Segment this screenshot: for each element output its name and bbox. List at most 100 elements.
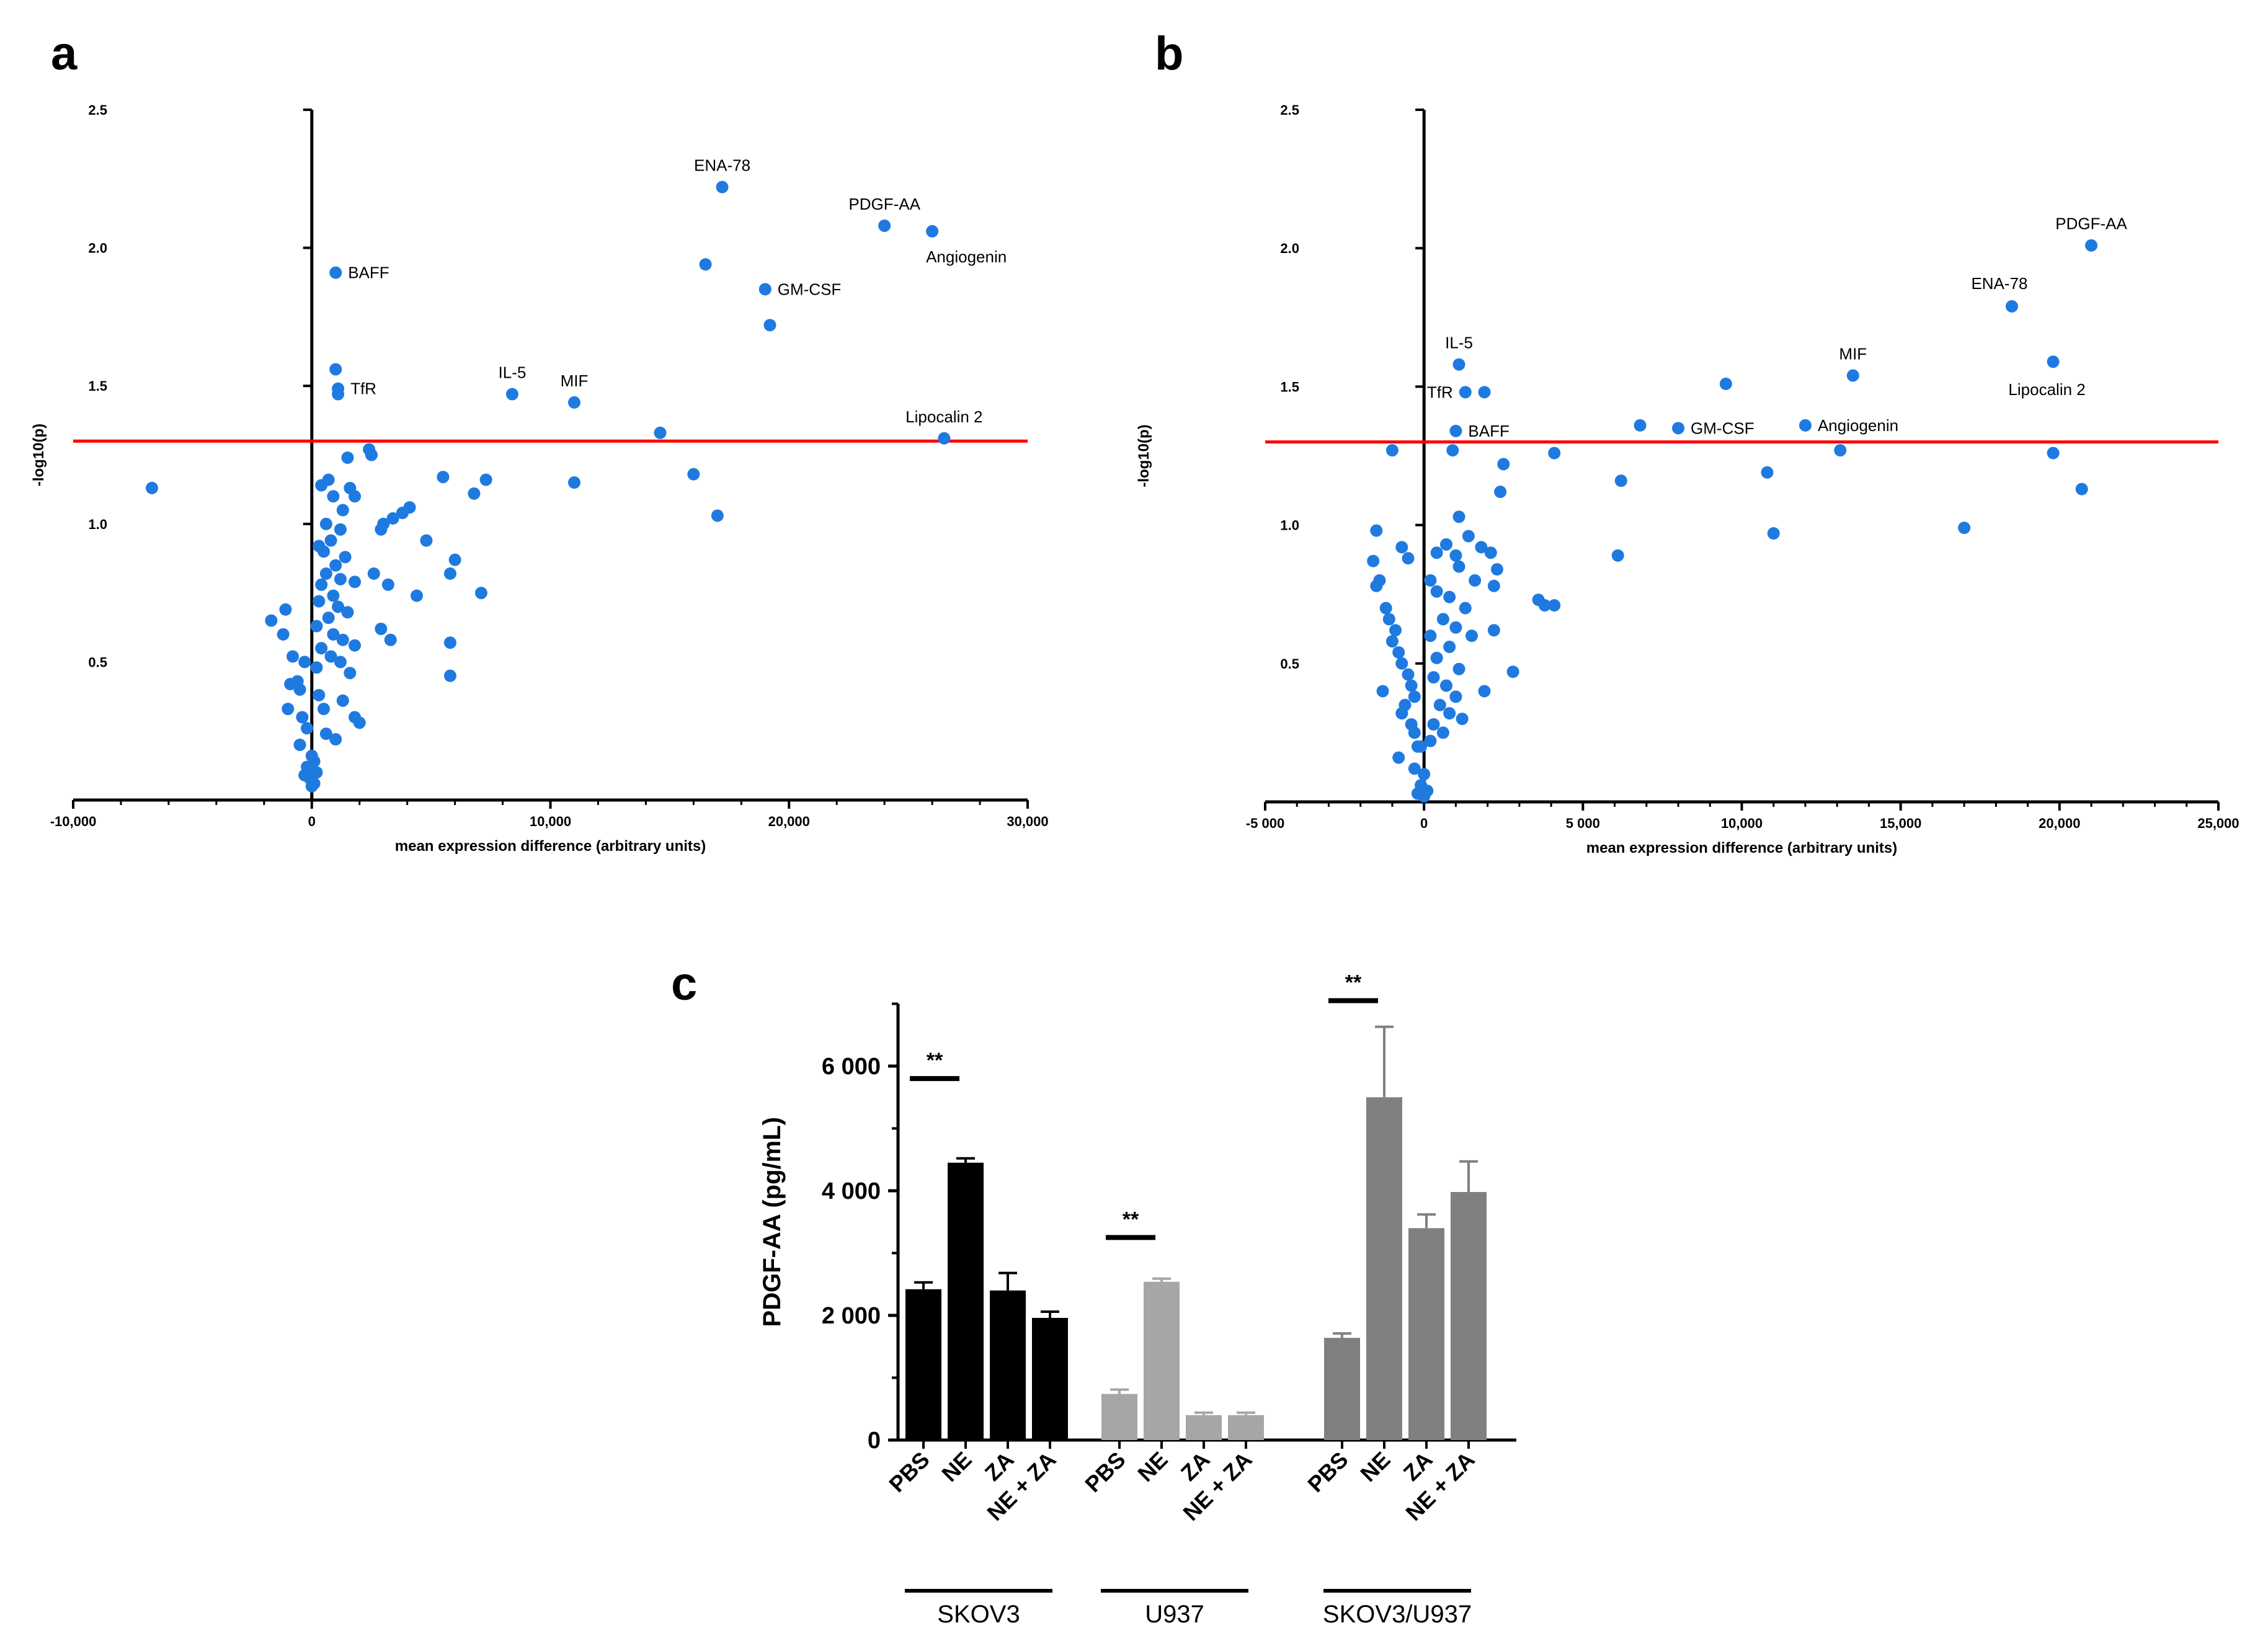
- data-point: [2047, 447, 2060, 460]
- data-point: [878, 219, 891, 232]
- data-point: [2005, 300, 2018, 313]
- data-point: [384, 633, 397, 646]
- data-point: [443, 636, 456, 649]
- data-point: [332, 388, 345, 401]
- data-point: [938, 432, 951, 445]
- point-label: MIF: [1839, 345, 1867, 363]
- x-tick-label: 0: [308, 814, 316, 829]
- data-point: [277, 628, 290, 641]
- group-label: SKOV3/U937: [1323, 1601, 1472, 1628]
- data-point: [301, 722, 314, 735]
- point-label: TfR: [1427, 383, 1453, 401]
- panel-letter: c: [671, 958, 697, 1010]
- data-point: [1424, 629, 1437, 643]
- data-point: [1427, 671, 1440, 684]
- data-point: [349, 639, 362, 652]
- y-tick-label: 1.0: [1280, 518, 1299, 533]
- data-point: [1449, 549, 1462, 562]
- data-point: [298, 768, 311, 781]
- data-point: [1672, 422, 1685, 435]
- point-label: Angiogenin: [926, 247, 1007, 266]
- data-point: [265, 614, 278, 627]
- data-point: [334, 523, 347, 536]
- point-label: GM-CSF: [778, 280, 842, 298]
- data-point: [293, 738, 306, 751]
- data-point: [322, 611, 335, 625]
- data-point: [1456, 713, 1469, 726]
- x-tick-label: -10,000: [50, 814, 97, 829]
- data-point: [1452, 510, 1465, 523]
- bar: [990, 1290, 1026, 1440]
- group-label: U937: [1145, 1601, 1204, 1628]
- y-tick-label: 6 000: [822, 1054, 881, 1080]
- data-point: [315, 578, 328, 591]
- data-point: [1395, 541, 1408, 554]
- data-point: [341, 606, 354, 619]
- data-point: [298, 656, 311, 669]
- data-point: [341, 451, 354, 464]
- data-point: [1761, 466, 1774, 479]
- data-point: [1424, 574, 1437, 587]
- data-point: [308, 777, 321, 790]
- data-point: [443, 669, 456, 682]
- data-point: [1487, 624, 1500, 637]
- data-point: [1367, 554, 1380, 567]
- bar: [1101, 1394, 1137, 1440]
- significance-label: **: [1123, 1207, 1139, 1231]
- data-point: [1443, 641, 1456, 654]
- data-point: [1469, 574, 1482, 587]
- data-point: [349, 490, 362, 503]
- bar: [1228, 1415, 1264, 1440]
- category-label: PBS: [884, 1447, 934, 1497]
- y-tick-label: 0.5: [1280, 656, 1299, 672]
- data-point: [437, 471, 450, 484]
- point-label: PDGF-AA: [2055, 215, 2127, 233]
- data-point: [1370, 579, 1383, 592]
- data-point: [1846, 369, 1859, 382]
- data-point: [319, 567, 332, 580]
- data-point: [1446, 444, 1459, 457]
- bar: [905, 1289, 941, 1440]
- data-point: [145, 481, 158, 494]
- data-point: [687, 468, 700, 481]
- data-point: [1452, 358, 1465, 371]
- bar: [948, 1162, 984, 1440]
- data-point: [1382, 613, 1395, 626]
- data-point: [443, 567, 456, 580]
- data-point: [375, 622, 388, 635]
- data-point: [313, 688, 326, 701]
- data-point: [1440, 538, 1453, 551]
- point-label: BAFF: [348, 264, 389, 282]
- data-point: [1834, 444, 1847, 457]
- x-tick-label: 0: [1420, 816, 1428, 831]
- data-point: [1379, 602, 1392, 615]
- data-point: [396, 506, 409, 519]
- y-tick-label: 2 000: [822, 1303, 881, 1329]
- data-point: [310, 620, 323, 633]
- point-label: Lipocalin 2: [2008, 380, 2085, 399]
- data-point: [336, 633, 349, 646]
- category-label: NE: [1355, 1447, 1395, 1487]
- data-point: [1443, 707, 1456, 720]
- data-point: [1408, 726, 1421, 739]
- data-point: [1459, 602, 1472, 615]
- data-point: [1440, 679, 1453, 692]
- point-label: ENA-78: [1971, 274, 2027, 293]
- data-point: [1395, 657, 1408, 670]
- bar: [1366, 1097, 1402, 1440]
- data-point: [1408, 690, 1421, 703]
- data-point: [1449, 424, 1462, 437]
- x-tick-label: 30,000: [1007, 814, 1048, 829]
- data-point: [479, 473, 492, 486]
- data-point: [1392, 751, 1405, 764]
- data-point: [1475, 541, 1488, 554]
- point-label: PDGF-AA: [848, 195, 920, 213]
- y-tick-label: 1.5: [88, 378, 107, 394]
- data-point: [711, 509, 724, 522]
- data-point: [319, 517, 332, 530]
- data-point: [448, 553, 461, 566]
- data-point: [1614, 474, 1627, 487]
- data-point: [1719, 377, 1732, 390]
- x-tick-label: 15,000: [1880, 816, 1921, 831]
- panel-letter: a: [51, 27, 78, 80]
